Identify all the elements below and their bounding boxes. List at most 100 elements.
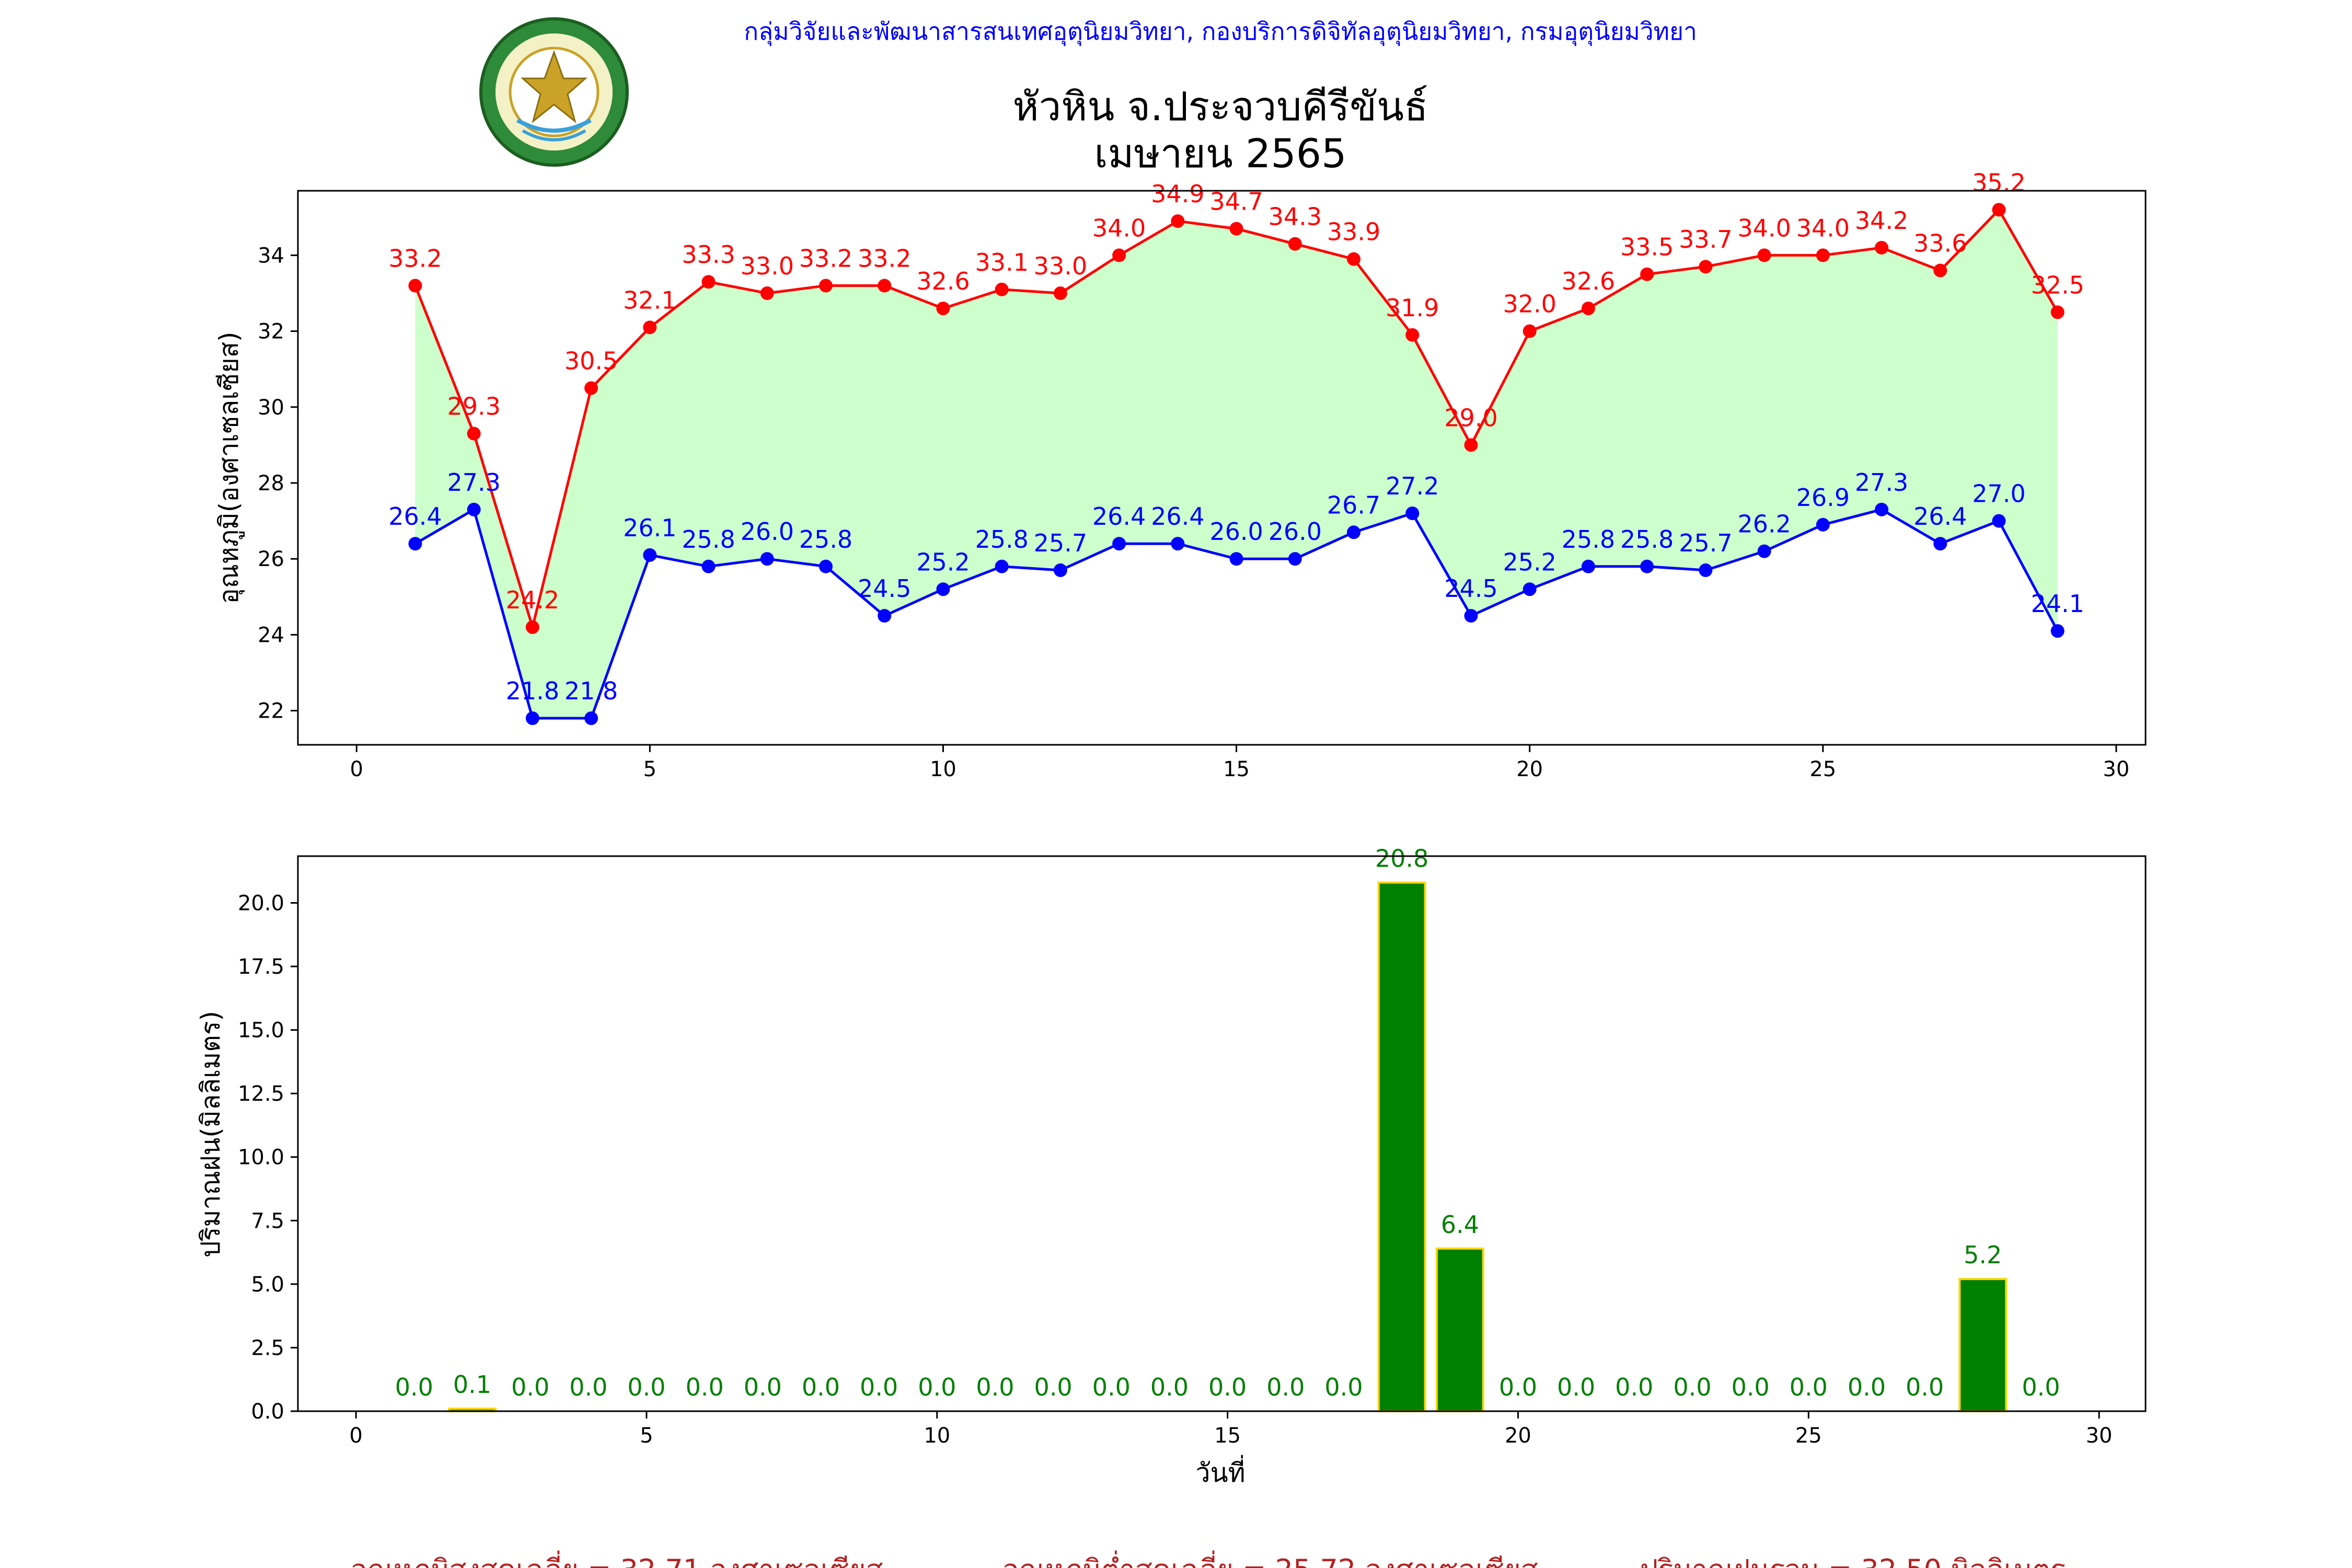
rainfall-value-label: 0.0	[1732, 1373, 1770, 1401]
rainfall-y-axis: 0.0 2.5 5.0 7.5 10.0 12.5 15.0 17.5 20.0	[238, 891, 298, 1424]
rainfall-value-label: 6.4	[1441, 1210, 1479, 1239]
min-temperature-point	[1581, 559, 1595, 573]
max-temperature-label: 29.0	[1444, 403, 1497, 432]
max-temperature-point	[408, 279, 422, 293]
y-tick-label: 2.5	[251, 1336, 284, 1360]
rainfall-value-label: 0.0	[1673, 1373, 1711, 1401]
x-tick-label: 20	[1516, 757, 1543, 781]
min-temperature-label: 26.9	[1796, 483, 1850, 512]
min-temperature-point	[584, 711, 598, 725]
max-temperature-label: 34.0	[1737, 214, 1791, 242]
min-temperature-label: 26.4	[1913, 502, 1967, 531]
rainfall-value-label: 0.0	[1557, 1373, 1595, 1401]
max-temperature-point	[525, 620, 539, 634]
min-temperature-label: 25.8	[1562, 525, 1615, 554]
min-temperature-point	[1405, 506, 1420, 521]
rainfall-value-label: 20.8	[1375, 845, 1428, 873]
max-temperature-point	[1112, 248, 1126, 262]
max-temperature-point	[995, 282, 1009, 296]
min-temperature-point	[643, 548, 657, 562]
max-temperature-point	[1581, 302, 1595, 316]
min-temperature-label: 26.0	[1209, 517, 1263, 546]
y-tick-label: 5.0	[251, 1273, 284, 1297]
min-temperature-point	[1171, 537, 1185, 551]
max-temperature-point	[760, 286, 774, 301]
temperature-y-axis-label: อุณหภูมิ(องศาเซลเซียส)	[214, 331, 245, 604]
max-temperature-label: 32.6	[916, 267, 970, 295]
max-temperature-label: 35.2	[1972, 168, 2025, 197]
min-temperature-label: 25.8	[682, 525, 735, 554]
max-temperature-label: 34.9	[1151, 180, 1204, 208]
max-temperature-point	[1640, 267, 1654, 281]
temperature-plot-frame	[297, 190, 2147, 746]
min-temperature-labels: 26.427.321.8 21.826.1 25.8 26.0 25.824.525.2…	[388, 468, 2084, 705]
y-tick-label: 0.0	[251, 1400, 284, 1424]
chart-title-station: หัวหิน จ.ประจวบคีรีขันธ์	[1013, 83, 1428, 130]
temperature-range-fill	[415, 210, 2058, 719]
max-temperature-point	[467, 426, 481, 441]
rainfall-value-label: 0.0	[1324, 1373, 1363, 1401]
avg-min-temperature-summary: อุณหภูมิต่ำสุดเฉลี่ย = 25.72 องศาเซลเซีย…	[1002, 1550, 1538, 1568]
max-temperature-label: 33.2	[388, 245, 442, 273]
min-temperature-label: 25.7	[1034, 529, 1087, 557]
max-temperature-point	[1699, 260, 1713, 274]
chart-title-period: เมษายน 2565	[1094, 130, 1347, 177]
y-tick-label: 15.0	[238, 1019, 284, 1043]
max-temperature-label: 29.3	[447, 393, 500, 421]
min-temperature-label: 24.1	[2031, 590, 2084, 618]
max-temperature-point	[1933, 263, 1947, 278]
min-temperature-point	[2050, 624, 2065, 638]
x-tick-label: 25	[1809, 757, 1836, 781]
avg-max-temperature-summary: อุณหภูมิสูงสุดเฉลี่ย = 32.71 องศาเซลเซีย…	[350, 1550, 883, 1568]
rainfall-value-label: 0.0	[2022, 1373, 2060, 1401]
min-temperature-label: 24.5	[858, 574, 911, 603]
min-temperature-label: 21.8	[564, 677, 618, 705]
max-temperature-point	[1816, 248, 1830, 262]
rainfall-value-label: 0.0	[918, 1373, 956, 1401]
min-temperature-label: 25.8	[1620, 525, 1674, 554]
rainfall-plot-frame	[297, 855, 2147, 1412]
rainfall-x-axis-label: วันที่	[1195, 1455, 1245, 1488]
max-temperature-label: 34.7	[1209, 188, 1263, 216]
rainfall-bars	[448, 881, 2008, 1413]
min-temperature-point	[525, 711, 539, 725]
max-temperature-point	[1757, 248, 1771, 262]
max-temperature-label: 33.1	[975, 248, 1028, 276]
min-temperature-point	[408, 537, 422, 551]
rainfall-value-label: 0.1	[453, 1370, 491, 1399]
y-tick-label: 17.5	[238, 955, 284, 979]
y-tick-label: 20.0	[238, 891, 284, 915]
x-tick-label: 10	[930, 757, 956, 781]
max-temperature-point	[819, 279, 833, 293]
max-temperature-label: 34.0	[1796, 214, 1850, 242]
min-temperature-point	[1523, 582, 1537, 596]
min-temperature-label: 26.0	[1269, 517, 1322, 546]
min-temperature-point	[1992, 514, 2006, 528]
rainfall-bar	[1435, 1247, 1484, 1413]
x-tick-label: 10	[924, 1424, 950, 1448]
temperature-x-axis: 0 5 10 15 20 25 30	[350, 745, 2129, 781]
max-temperature-point	[936, 302, 950, 316]
min-temperature-label: 26.0	[741, 517, 794, 546]
min-temperature-label: 25.8	[799, 525, 852, 554]
max-temperature-label: 33.6	[1913, 229, 1967, 257]
y-tick-label: 10.0	[238, 1146, 284, 1170]
rainfall-value-label: 0.0	[802, 1373, 840, 1401]
y-tick-label: 32	[258, 320, 284, 344]
min-temperature-label: 26.4	[1151, 502, 1204, 531]
rainfall-value-label: 5.2	[1964, 1241, 2002, 1269]
x-tick-label: 0	[350, 757, 363, 781]
min-temperature-label: 24.5	[1444, 574, 1497, 603]
rainfall-value-label: 0.0	[395, 1373, 433, 1401]
min-temperature-point	[760, 552, 774, 566]
min-temperature-label: 27.3	[1855, 468, 1908, 497]
min-temperature-point	[1699, 563, 1713, 578]
meteorological-department-logo	[479, 17, 629, 167]
rainfall-x-axis: 0 5 10 15 20 25 30	[349, 1411, 2113, 1448]
min-temperature-point	[819, 559, 833, 573]
y-tick-label: 7.5	[251, 1209, 284, 1233]
rainfall-value-label: 0.0	[686, 1373, 724, 1401]
x-tick-label: 25	[1795, 1424, 1822, 1448]
rainfall-value-label: 0.0	[860, 1373, 898, 1401]
